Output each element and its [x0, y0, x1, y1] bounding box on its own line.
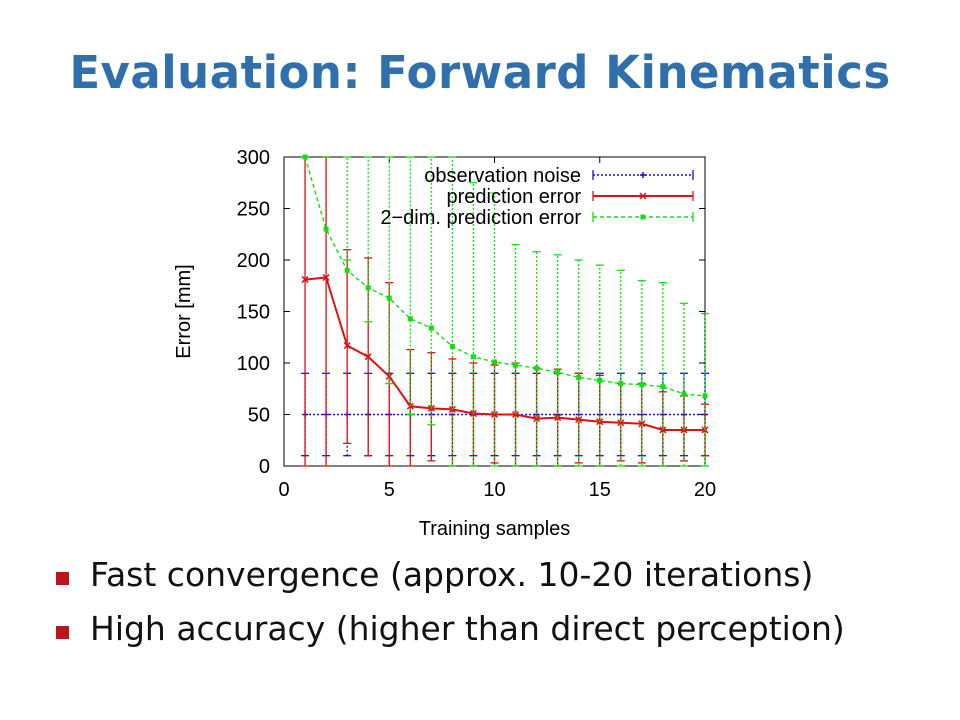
y-tick-label: 250	[237, 199, 270, 221]
data-point	[322, 273, 330, 282]
y-tick-label: 50	[248, 405, 270, 427]
data-point	[597, 378, 603, 384]
y-tick-label: 100	[237, 353, 270, 375]
data-point	[513, 362, 519, 368]
bullet-square-icon	[56, 626, 69, 639]
data-point	[302, 154, 308, 160]
y-axis-label: Error [mm]	[173, 264, 195, 358]
bullet-text: High accuracy (higher than direct percep…	[90, 609, 845, 648]
data-point	[470, 354, 476, 360]
data-point	[301, 276, 309, 284]
data-point	[512, 410, 520, 419]
series-line	[304, 276, 705, 431]
legend-label: prediction error	[446, 186, 581, 208]
data-point	[386, 295, 392, 301]
x-tick-label: 15	[589, 479, 611, 501]
bullet-text: Fast convergence (approx. 10-20 iteratio…	[90, 555, 814, 594]
bullet-square-icon	[56, 572, 69, 585]
x-tick-label: 20	[694, 479, 716, 501]
legend-marker	[639, 192, 647, 200]
y-tick-label: 300	[237, 147, 270, 169]
legend-label: observation noise	[424, 165, 581, 187]
data-point	[576, 374, 582, 380]
data-point	[385, 372, 393, 380]
x-tick-label: 5	[384, 479, 395, 501]
series-line	[304, 156, 706, 397]
data-point	[575, 416, 583, 424]
x-tick-label: 10	[483, 479, 505, 501]
y-tick-label: 200	[237, 250, 270, 272]
data-point	[344, 267, 350, 273]
data-point	[618, 381, 624, 387]
y-tick-label: 0	[259, 456, 270, 478]
data-point	[639, 382, 645, 388]
data-point	[555, 369, 561, 375]
data-point	[323, 226, 329, 232]
data-point	[638, 420, 646, 428]
data-point	[702, 393, 708, 399]
data-point	[533, 415, 541, 423]
data-point	[449, 344, 455, 350]
legend-marker	[640, 172, 646, 178]
x-tick-label: 0	[278, 479, 289, 501]
page-title: Evaluation: Forward Kinematics	[69, 46, 891, 99]
data-point	[428, 325, 434, 331]
data-point	[534, 365, 540, 371]
data-point	[681, 391, 687, 397]
data-point	[660, 384, 666, 390]
data-point	[364, 353, 372, 361]
data-point	[490, 410, 499, 419]
legend-label: 2−dim. prediction error	[380, 207, 581, 229]
legend-marker	[640, 214, 646, 220]
x-axis-label: Training samples	[419, 518, 571, 540]
y-tick-label: 150	[237, 302, 270, 324]
data-point	[407, 316, 413, 322]
data-point	[617, 419, 625, 427]
data-point	[343, 341, 351, 350]
data-point	[365, 285, 371, 291]
data-point	[492, 359, 497, 365]
